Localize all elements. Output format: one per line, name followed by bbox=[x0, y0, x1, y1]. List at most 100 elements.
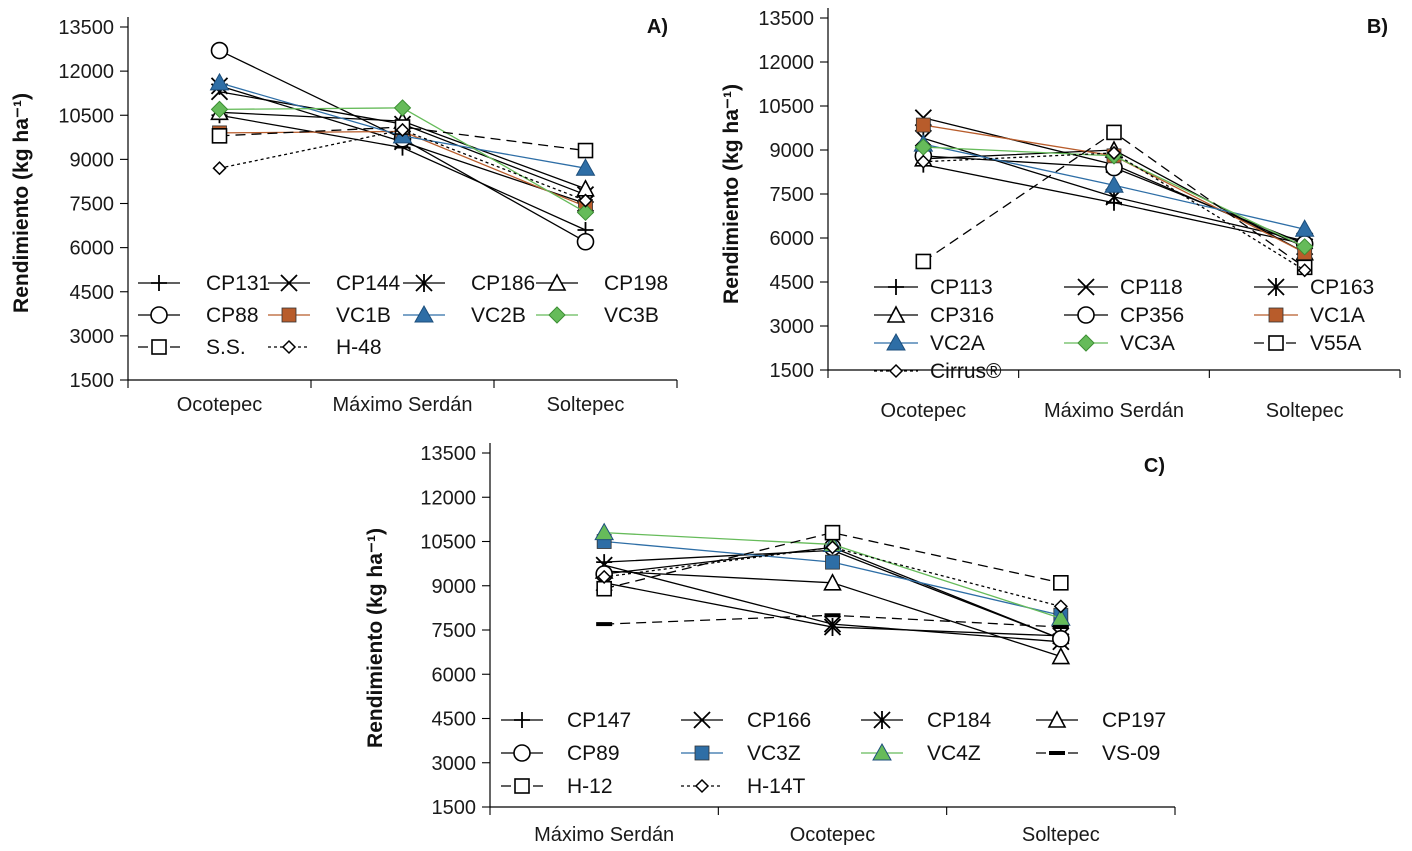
series-VS-09 bbox=[596, 613, 1069, 630]
series-line bbox=[604, 531, 1061, 590]
legend-label: CP184 bbox=[927, 709, 992, 732]
y-tick-label: 12000 bbox=[420, 487, 476, 509]
data-point bbox=[825, 540, 840, 555]
y-axis-label: Rendimiento (kg ha⁻¹) bbox=[720, 84, 743, 304]
legend-label: CP163 bbox=[1310, 276, 1374, 299]
legend-label: VC1A bbox=[1310, 304, 1365, 327]
y-tick-label: 1500 bbox=[70, 370, 115, 392]
legend-label: VC4Z bbox=[927, 742, 981, 765]
legend-label: CP198 bbox=[604, 272, 668, 295]
data-point bbox=[575, 158, 596, 176]
legend-label: H-12 bbox=[567, 775, 613, 798]
legend-label: VC3Z bbox=[747, 742, 801, 765]
data-point bbox=[916, 154, 931, 169]
legend-label: H-48 bbox=[336, 336, 382, 359]
data-point bbox=[823, 573, 842, 591]
y-tick-label: 1500 bbox=[770, 360, 815, 382]
legend-marker bbox=[414, 304, 434, 323]
legend-marker bbox=[1077, 306, 1095, 324]
legend-marker bbox=[151, 275, 167, 291]
data-point bbox=[1297, 263, 1312, 278]
y-tick-label: 4500 bbox=[770, 272, 815, 294]
data-point bbox=[824, 524, 841, 541]
y-tick-label: 13500 bbox=[758, 8, 814, 30]
data-point bbox=[1053, 574, 1069, 591]
legend-label: S.S. bbox=[206, 336, 246, 359]
x-tick-label: Soltepec bbox=[1266, 400, 1344, 422]
data-point bbox=[1104, 175, 1124, 193]
data-point bbox=[594, 522, 615, 541]
legend-marker bbox=[694, 778, 710, 794]
data-point bbox=[1052, 630, 1070, 648]
panel-label: C) bbox=[1144, 455, 1165, 477]
data-point bbox=[825, 554, 840, 570]
legend-label: CP197 bbox=[1102, 709, 1166, 732]
y-tick-label: 9000 bbox=[432, 576, 477, 598]
legend: CP113 CP118 CP163 CP316 CP356 VC1A VC2A VC3A V55… bbox=[874, 276, 1374, 383]
legend-marker bbox=[873, 711, 891, 729]
legend-label: CP356 bbox=[1120, 304, 1184, 327]
series-Cirrus® bbox=[916, 145, 1312, 278]
legend-marker bbox=[886, 332, 906, 351]
data-point bbox=[915, 117, 931, 133]
legend-marker bbox=[280, 274, 298, 292]
panel-label: A) bbox=[647, 16, 668, 38]
legend-label: VC3B bbox=[604, 304, 659, 327]
data-point bbox=[395, 122, 410, 138]
data-point bbox=[823, 618, 842, 637]
data-point bbox=[577, 142, 594, 159]
y-axis-label: Rendimiento (kg ha⁻¹) bbox=[364, 528, 387, 748]
data-point bbox=[1053, 599, 1068, 614]
y-tick-label: 9000 bbox=[770, 140, 815, 162]
legend-label: CP144 bbox=[336, 272, 401, 295]
y-tick-label: 6000 bbox=[432, 664, 477, 686]
legend-marker bbox=[548, 306, 566, 324]
legend-marker bbox=[415, 274, 433, 292]
legend-label: VS-09 bbox=[1102, 742, 1160, 765]
y-tick-label: 3000 bbox=[70, 326, 115, 348]
y-axis-label: Rendimiento (kg ha⁻¹) bbox=[10, 93, 33, 313]
legend-marker bbox=[513, 744, 531, 762]
x-tick-label: Soltepec bbox=[1022, 824, 1100, 846]
data-point bbox=[210, 41, 229, 60]
legend-label: CP166 bbox=[747, 709, 811, 732]
legend-label: CP113 bbox=[930, 276, 993, 299]
x-tick-label: Soltepec bbox=[547, 394, 625, 416]
legend-label: CP147 bbox=[567, 709, 631, 732]
data-point bbox=[597, 569, 612, 584]
legend-marker bbox=[151, 339, 167, 355]
legend-label: H-14T bbox=[747, 775, 806, 798]
y-tick-label: 3000 bbox=[770, 316, 815, 338]
legend-marker bbox=[888, 279, 904, 295]
legend-label: VC1B bbox=[336, 304, 391, 327]
legend-label: VC2B bbox=[471, 304, 526, 327]
x-tick-label: Ocotepec bbox=[177, 394, 263, 416]
legend-label: CP88 bbox=[206, 304, 259, 327]
x-tick-label: Ocotepec bbox=[790, 824, 876, 846]
y-tick-label: 7500 bbox=[432, 620, 477, 642]
series-H-14T bbox=[597, 540, 1068, 614]
legend-label: V55A bbox=[1310, 332, 1361, 355]
panel-label: B) bbox=[1367, 16, 1388, 38]
y-tick-label: 9000 bbox=[70, 149, 115, 171]
legend-label: CP186 bbox=[471, 272, 535, 295]
data-point bbox=[210, 100, 229, 119]
data-point bbox=[211, 128, 228, 144]
legend-marker bbox=[1077, 278, 1095, 296]
chart-panel-2: 1500 3000 4500 6000 7500 9000 10500 12000 13500 O… bbox=[720, 8, 1401, 422]
data-point bbox=[824, 613, 841, 618]
series-VC3B bbox=[210, 99, 595, 222]
data-point bbox=[578, 193, 593, 208]
y-tick-label: 6000 bbox=[70, 238, 115, 260]
chart-panel-3: 1500 3000 4500 6000 7500 9000 10500 12000 13500 M… bbox=[364, 443, 1176, 846]
x-tick-label: Ocotepec bbox=[881, 400, 967, 422]
y-tick-label: 1500 bbox=[432, 797, 477, 819]
x-tick-label: Máximo Serdán bbox=[1044, 400, 1184, 422]
y-tick-label: 6000 bbox=[770, 228, 815, 250]
legend-marker bbox=[1049, 751, 1065, 755]
legend-label: VC2A bbox=[930, 332, 985, 355]
data-point bbox=[1106, 145, 1122, 160]
legend-marker bbox=[1268, 307, 1284, 323]
legend-marker bbox=[1077, 334, 1095, 352]
